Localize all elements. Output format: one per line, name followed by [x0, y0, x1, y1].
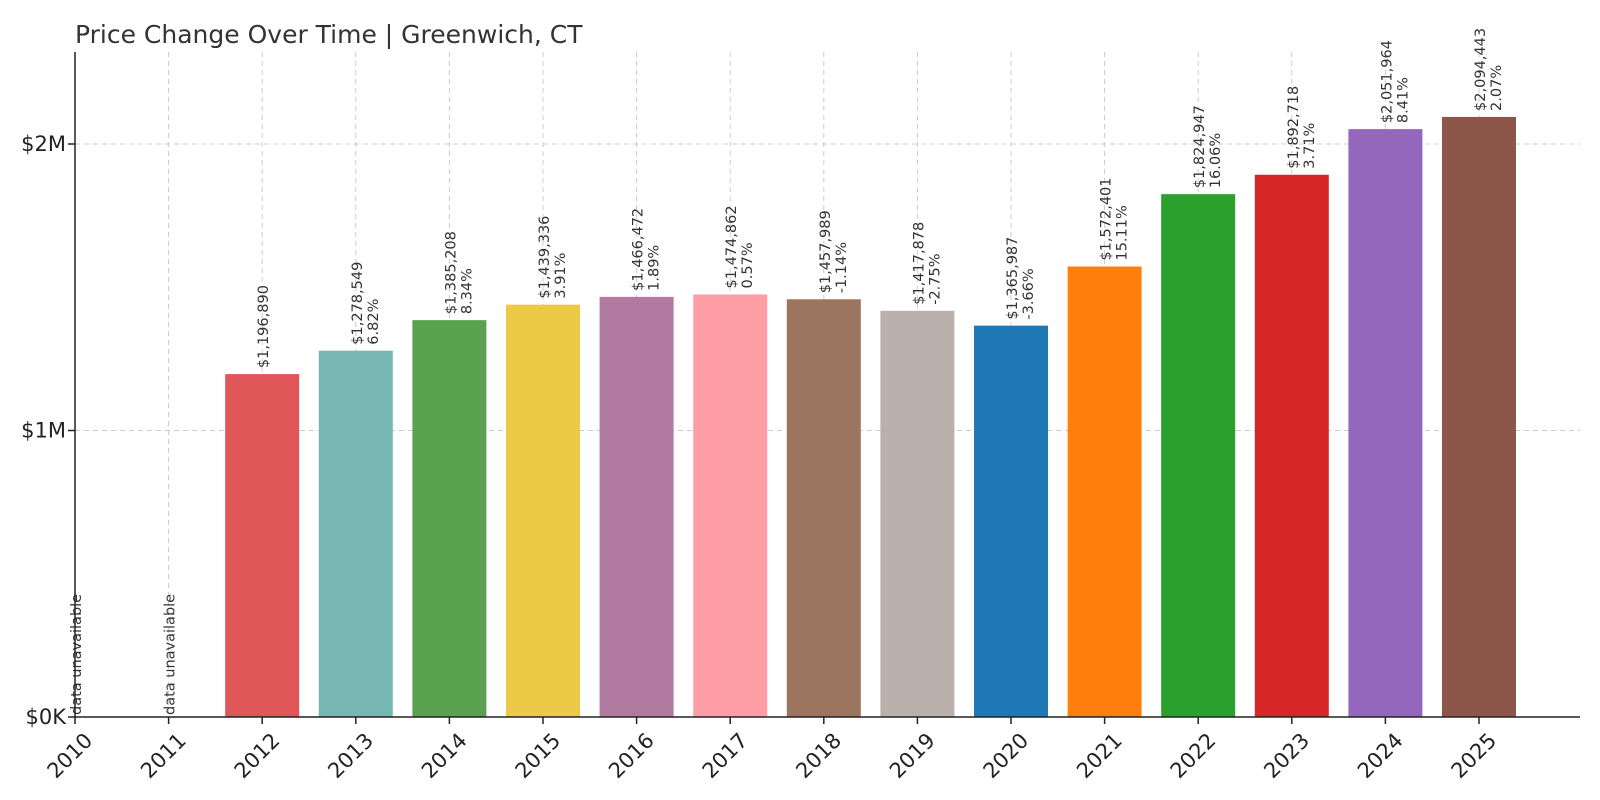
unavailable-label-2011: data unavailable [163, 594, 179, 715]
bar-2021 [1067, 266, 1142, 717]
x-tick-label-2017: 2017 [698, 728, 753, 783]
change-label-2019: -2.75% [927, 253, 943, 304]
x-tick-label-2018: 2018 [791, 728, 846, 783]
change-label-2020: -3.66% [1021, 268, 1037, 319]
change-label-2024: 8.41% [1395, 77, 1411, 123]
x-tick-label-2020: 2020 [979, 728, 1034, 783]
value-label-2025: $2,094,443 [1473, 28, 1489, 111]
change-label-2015: 3.91% [553, 253, 569, 299]
x-tick-label-2011: 2011 [136, 728, 191, 783]
unavailable-label-2010: data unavailable [69, 594, 85, 715]
x-tick-label-2022: 2022 [1166, 728, 1221, 783]
x-tick-label-2013: 2013 [323, 728, 378, 783]
y-tick-label: $2M [21, 132, 66, 156]
value-label-2024: $2,051,964 [1379, 40, 1395, 123]
value-label-2019: $1,417,878 [911, 222, 927, 305]
change-label-2022: 16.06% [1208, 133, 1224, 188]
chart-title: Price Change Over Time | Greenwich, CT [75, 20, 583, 49]
change-label-2014: 8.34% [459, 268, 475, 314]
x-tick-label-2015: 2015 [511, 728, 566, 783]
bars [225, 116, 1516, 718]
data-labels: data unavailable data unavailable $1,196,8… [69, 28, 1505, 715]
y-ticks: $0K $1M $2M [21, 132, 75, 729]
change-label-2017: 0.57% [740, 242, 756, 288]
x-tick-label-2019: 2019 [885, 728, 940, 783]
bar-2015 [506, 304, 580, 717]
change-label-2013: 6.82% [366, 299, 382, 345]
value-label-2015: $1,439,336 [537, 216, 553, 299]
value-label-2014: $1,385,208 [443, 231, 459, 314]
x-ticks: 2010 2011 2012 2013 2014 2015 2016 2017 2018 2019… [43, 717, 1502, 783]
bar-2012 [225, 374, 300, 717]
bar-2016 [599, 296, 674, 717]
bar-2014 [412, 320, 487, 717]
bar-2025 [1442, 116, 1516, 717]
change-label-2025: 2.07% [1489, 65, 1505, 111]
x-tick-label-2016: 2016 [604, 728, 659, 783]
x-tick-label-2010: 2010 [43, 728, 98, 783]
x-tick-label-2021: 2021 [1072, 728, 1127, 783]
bar-2018 [786, 299, 861, 717]
bar-2017 [693, 294, 768, 717]
change-label-2016: 1.89% [647, 245, 663, 291]
value-label-2017: $1,474,862 [724, 205, 740, 288]
bar-2013 [318, 350, 393, 717]
value-label-2020: $1,365,987 [1005, 237, 1021, 320]
x-tick-label-2023: 2023 [1259, 728, 1314, 783]
bar-2022 [1161, 194, 1236, 717]
bar-2020 [974, 325, 1048, 717]
x-tick-label-2014: 2014 [417, 728, 472, 783]
x-tick-label-2025: 2025 [1447, 728, 1502, 783]
value-label-2012: $1,196,890 [256, 285, 272, 368]
x-tick-label-2012: 2012 [230, 728, 285, 783]
axes [74, 52, 1580, 718]
value-label-2022: $1,824,947 [1192, 105, 1208, 188]
change-label-2023: 3.71% [1302, 123, 1318, 169]
bar-2023 [1254, 174, 1329, 717]
value-label-2021: $1,572,401 [1099, 177, 1115, 260]
y-tick-label: $1M [21, 419, 66, 443]
bar-2024 [1348, 129, 1423, 718]
change-label-2018: -1.14% [834, 242, 850, 293]
bar-2019 [880, 310, 955, 717]
x-tick-label-2024: 2024 [1353, 728, 1408, 783]
value-label-2018: $1,457,989 [818, 210, 834, 293]
value-label-2013: $1,278,549 [350, 262, 366, 345]
value-label-2023: $1,892,718 [1286, 86, 1302, 169]
value-label-2016: $1,466,472 [631, 208, 647, 291]
change-label-2021: 15.11% [1115, 205, 1131, 260]
y-tick-label: $0K [26, 705, 68, 729]
